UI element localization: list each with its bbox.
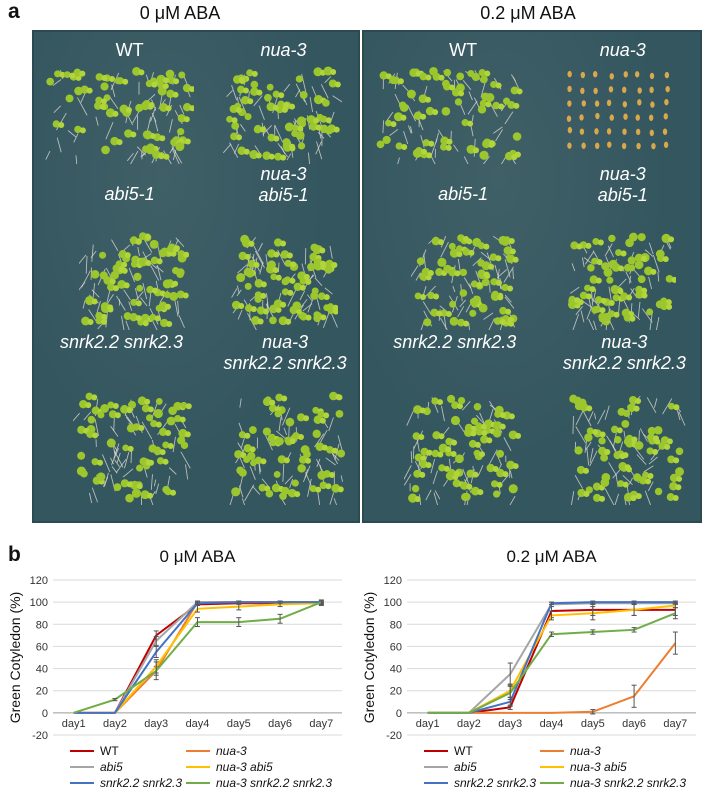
y-tick-label: 120 (30, 575, 48, 587)
genotype-label-line: snrk2.2 snrk2.3 (223, 353, 347, 373)
x-tick-label: day2 (103, 718, 127, 730)
seedling-patch (79, 232, 190, 330)
legend-label: snrk2.2 snrk2.3 (454, 776, 536, 790)
genotype-label: snrk2.2 snrk2.3 (371, 332, 539, 353)
y-tick-label: 120 (384, 575, 402, 587)
x-tick-label: day1 (416, 718, 440, 730)
line-chart-0uM: 0 μM ABA Green Cotyledon (%) -20 0 20 40 60 80 1… (7, 547, 342, 790)
genotype-label: abi5-1 (404, 184, 522, 205)
x-tick-label: day6 (622, 718, 646, 730)
genotype-label-line: nua-3 (601, 332, 648, 352)
legend-label: nua-3 (570, 744, 601, 758)
y-axis-label: Green Cotyledon (%) (361, 592, 377, 724)
genotype-label-line: abi5-1 (258, 185, 309, 205)
legend-label: nua-3 snrk2.2 snrk2.3 (570, 776, 686, 790)
series-line-nua-3 (427, 642, 677, 714)
genotype-label-line: snrk2.2 snrk2.3 (59, 332, 183, 352)
genotype-label-line: abi5-1 (104, 184, 155, 204)
seedling-patch (566, 70, 670, 150)
x-tick-label: day7 (663, 718, 687, 730)
y-tick-label: -20 (32, 730, 48, 742)
y-tick-label: 100 (30, 597, 48, 609)
plate-photo-0uM: WT nua-3 abi5-1 nua-3 abi5-1 snrk2.2 snrk2.3 n… (32, 30, 360, 523)
plate-right-title: 0.2 μM ABA (480, 3, 576, 23)
x-tick-label: day5 (227, 718, 251, 730)
seedling-patch (376, 67, 523, 164)
genotype-label: nua-3 (559, 40, 687, 61)
genotype-label-line: abi5-1 (597, 185, 648, 205)
genotype-label-line: nua-3 (260, 164, 307, 184)
genotype-label-line: nua-3 (599, 164, 646, 184)
genotype-label: nua-3 (222, 40, 345, 61)
seedling-patch (45, 67, 194, 164)
seedling-patch (229, 391, 346, 505)
seedling-patch (231, 234, 339, 330)
legend-label: WT (100, 744, 119, 758)
genotype-label: abi5-1 (73, 184, 186, 205)
x-tick-label: day5 (581, 718, 605, 730)
genotype-label-line: nua-3 (260, 40, 307, 60)
y-tick-label: 80 (390, 619, 402, 631)
genotype-label: nua-3 snrk2.2 snrk2.3 (549, 332, 700, 374)
y-tick-label: 0 (396, 708, 402, 720)
genotype-label-line: WT (115, 40, 144, 60)
seedling-patch (411, 234, 519, 330)
x-tick-label: day3 (144, 718, 168, 730)
legend-label: abi5 (454, 760, 477, 774)
y-tick-label: 40 (36, 664, 48, 676)
panel-a-label: a (8, 0, 20, 23)
y-axis-label: Green Cotyledon (%) (7, 592, 23, 724)
legend-label: nua-3 snrk2.2 snrk2.3 (216, 776, 332, 790)
legend-label: nua-3 (216, 744, 247, 758)
series-line-nua-3-abi5 (427, 604, 676, 714)
seedling-patch (568, 394, 686, 505)
x-tick-label: day1 (62, 718, 86, 730)
genotype-label-line: snrk2.2 snrk2.3 (393, 332, 517, 352)
genotype-label: WT (404, 40, 522, 61)
chart-title: 0.2 μM ABA (506, 547, 597, 566)
plate-photo-02uM: WT nua-3 abi5-1 nua-3 abi5-1 snrk2.2 snrk2.3 n… (362, 30, 702, 523)
genotype-label-line: snrk2.2 snrk2.3 (562, 353, 686, 373)
genotype-label: nua-3 abi5-1 (559, 164, 687, 206)
y-tick-label: -20 (386, 730, 402, 742)
legend-label: nua-3 abi5 (216, 760, 273, 774)
legend-label: snrk2.2 snrk2.3 (100, 776, 182, 790)
legend-label: abi5 (100, 760, 123, 774)
y-tick-label: 0 (42, 708, 48, 720)
legend-label: nua-3 abi5 (570, 760, 627, 774)
y-tick-label: 40 (390, 664, 402, 676)
genotype-label-line: abi5-1 (438, 184, 489, 204)
genotype-label: snrk2.2 snrk2.3 (40, 332, 202, 353)
seedling-patch (404, 394, 522, 505)
x-tick-label: day4 (540, 718, 564, 730)
panel-b-label: b (8, 543, 21, 566)
y-tick-label: 20 (36, 686, 48, 698)
seedling-patch (72, 392, 192, 505)
genotype-label-line: WT (449, 40, 478, 60)
genotype-label: WT (73, 40, 186, 61)
seedling-patch (567, 232, 676, 330)
y-tick-label: 60 (390, 641, 402, 653)
series-line-nua-3-snrk2-2-snrk2-3 (427, 612, 676, 714)
x-tick-label: day3 (498, 718, 522, 730)
legend-label: WT (454, 744, 473, 758)
plate-left-title: 0 μM ABA (139, 3, 221, 23)
genotype-label: nua-3 snrk2.2 snrk2.3 (212, 332, 358, 374)
y-tick-label: 100 (384, 597, 402, 609)
y-tick-label: 80 (36, 619, 48, 631)
x-tick-label: day6 (268, 718, 292, 730)
y-tick-label: 20 (390, 686, 402, 698)
series-line-wt (427, 608, 676, 714)
x-tick-label: day4 (186, 718, 210, 730)
genotype-label-line: nua-3 (262, 332, 309, 352)
seedling-patch (222, 66, 342, 164)
y-tick-label: 60 (36, 641, 48, 653)
x-tick-label: day2 (457, 718, 481, 730)
x-tick-label: day7 (309, 718, 333, 730)
genotype-label: nua-3 abi5-1 (222, 164, 345, 206)
chart-title: 0 μM ABA (160, 547, 237, 566)
line-chart-02uM: 0.2 μM ABA Green Cotyledon (%) -20 0 20 40 60 8… (361, 547, 696, 790)
genotype-label-line: nua-3 (599, 40, 646, 60)
